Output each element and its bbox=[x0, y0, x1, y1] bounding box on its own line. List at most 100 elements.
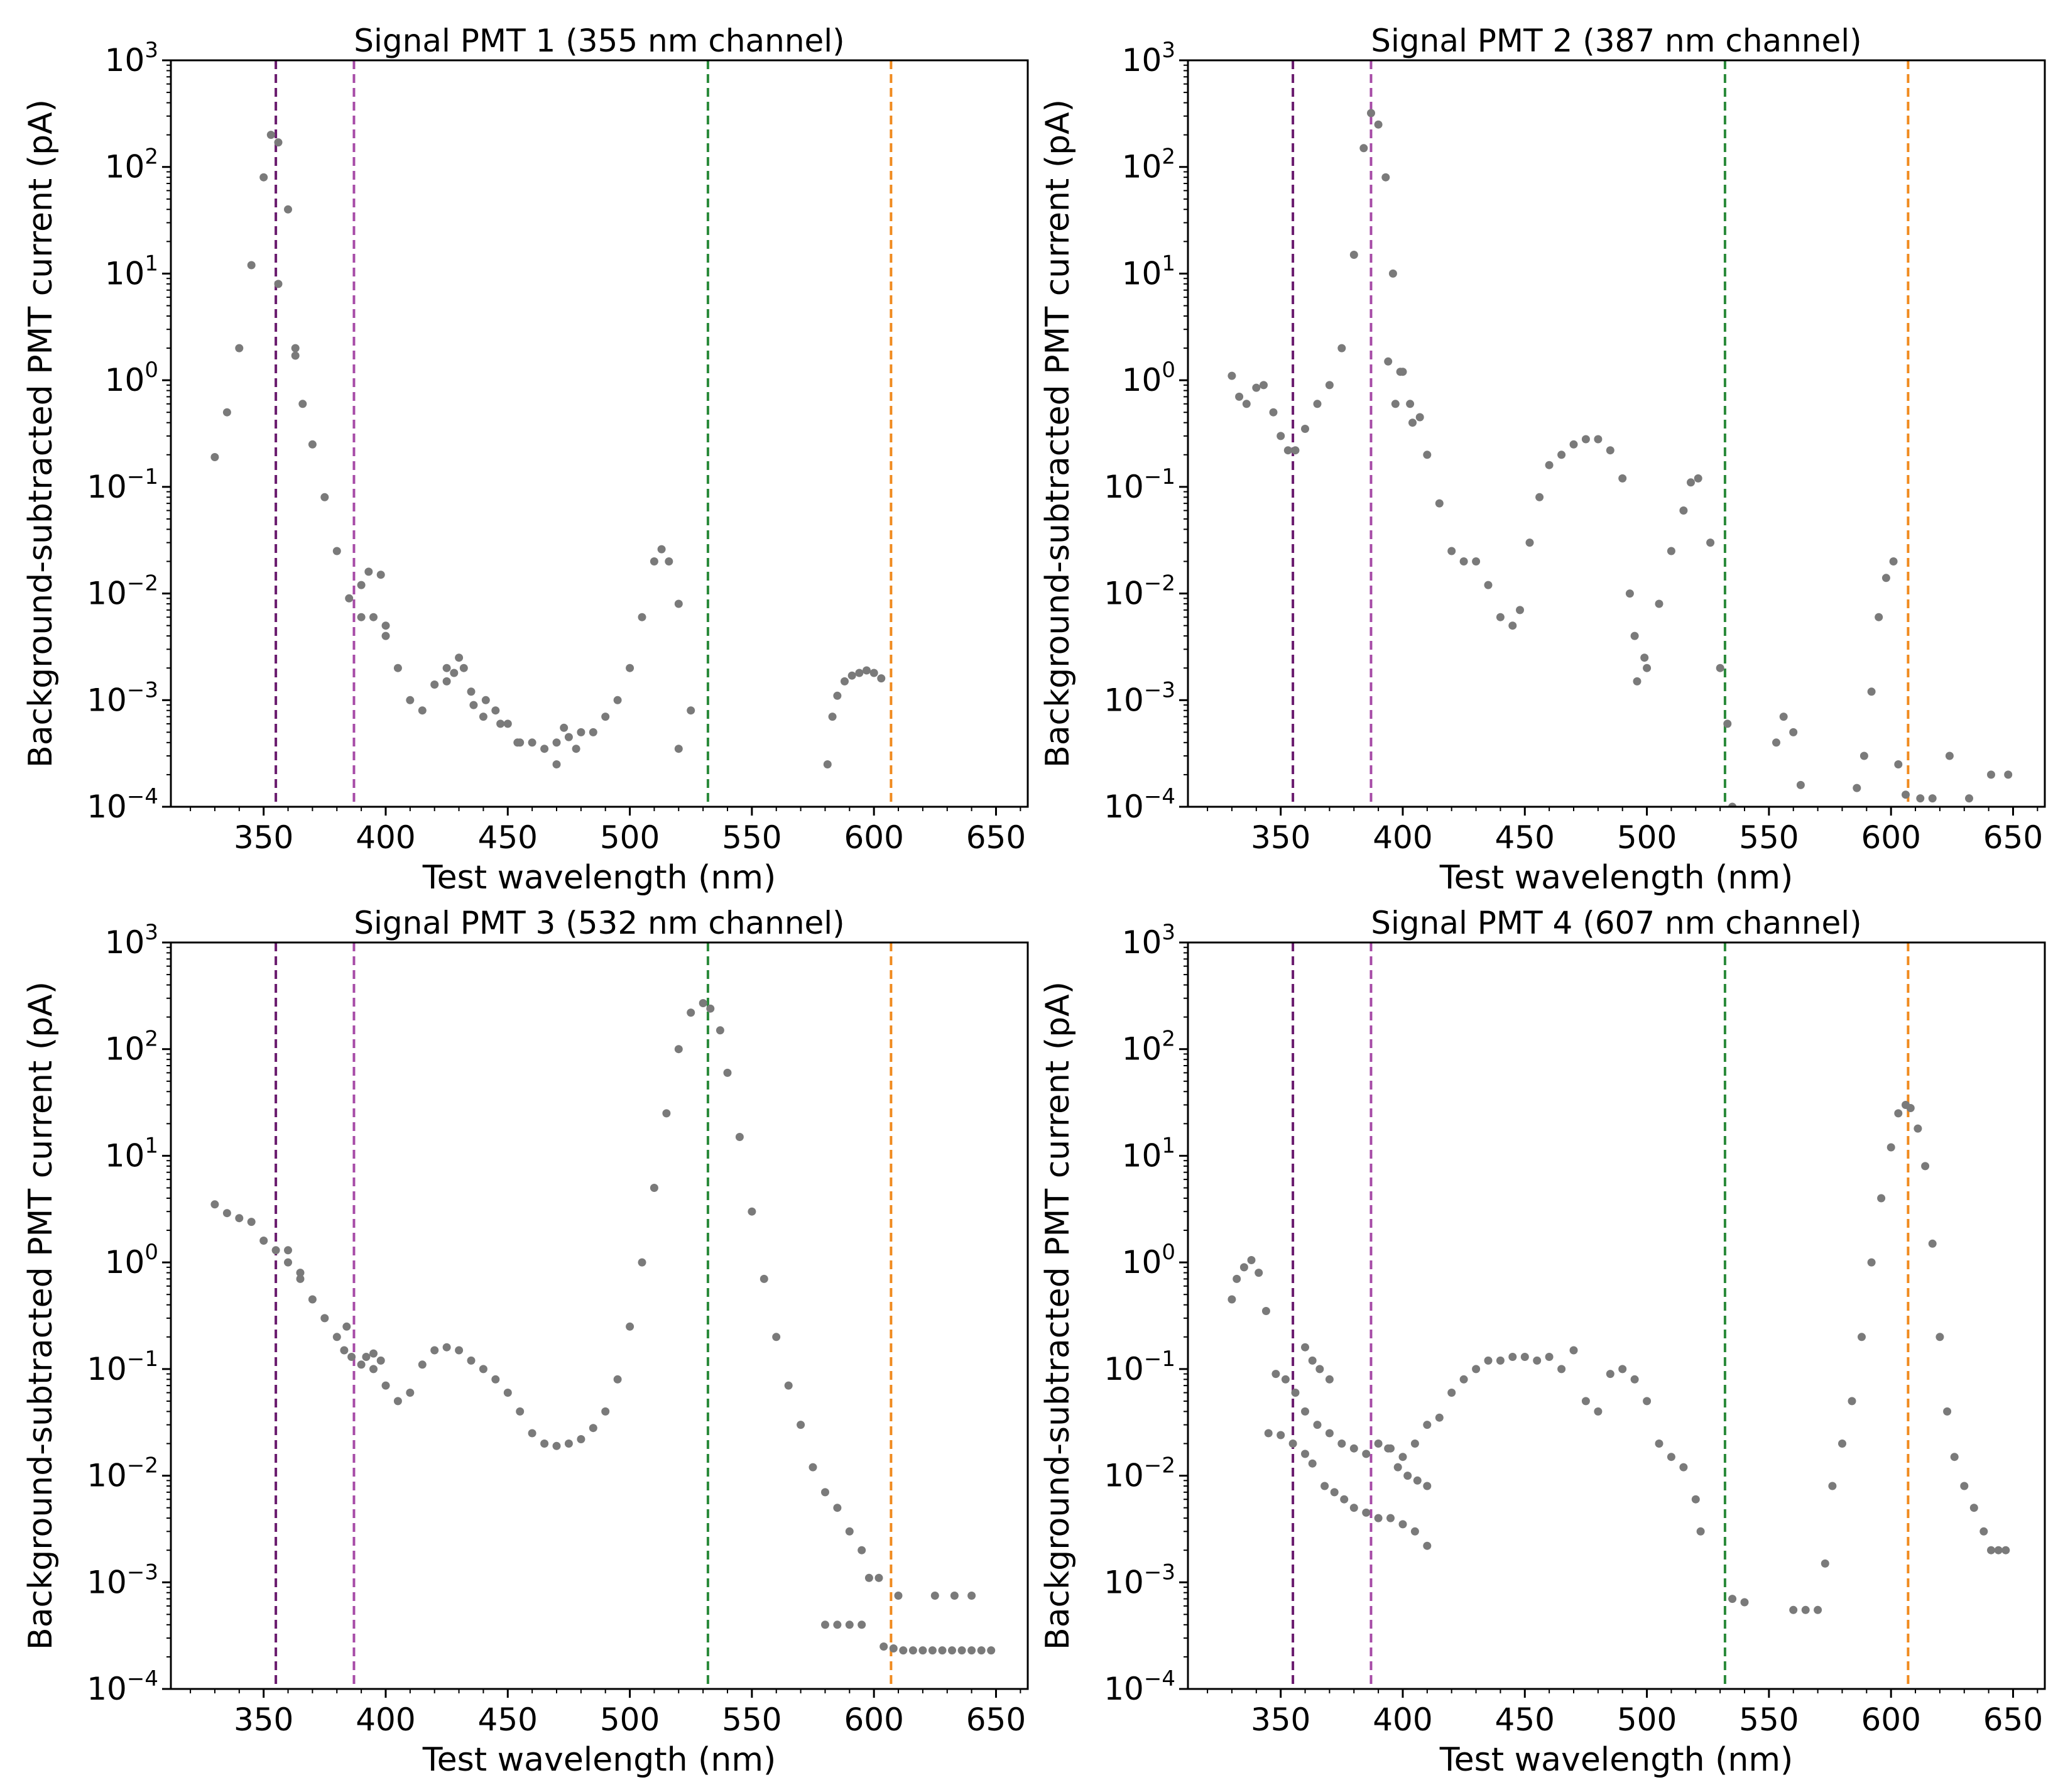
x-tick-label: 400 bbox=[1373, 819, 1432, 856]
data-point bbox=[552, 1441, 561, 1450]
x-tick-label: 600 bbox=[1861, 1702, 1920, 1738]
data-point bbox=[291, 351, 300, 360]
data-point bbox=[222, 1209, 231, 1218]
data-point bbox=[1301, 425, 1309, 433]
data-point bbox=[687, 706, 695, 715]
y-axis-label: Background-subtracted PMT current (pA) bbox=[1039, 981, 1077, 1650]
data-point bbox=[442, 664, 451, 672]
data-point bbox=[1337, 344, 1346, 352]
data-point bbox=[298, 400, 307, 408]
data-point bbox=[723, 1068, 732, 1077]
data-point bbox=[259, 173, 268, 182]
data-point bbox=[1398, 1520, 1407, 1529]
data-point bbox=[1508, 1353, 1517, 1361]
data-point bbox=[1359, 144, 1368, 153]
data-point bbox=[833, 691, 842, 700]
data-point bbox=[1853, 784, 1861, 792]
data-point bbox=[1374, 120, 1383, 129]
data-point bbox=[1594, 435, 1603, 444]
data-point bbox=[1255, 1269, 1263, 1277]
data-point bbox=[674, 599, 683, 608]
data-point bbox=[1960, 1482, 1969, 1490]
data-point bbox=[1557, 1365, 1566, 1374]
data-point bbox=[1413, 1476, 1422, 1485]
data-point bbox=[308, 440, 317, 449]
y-tick-label: 102 bbox=[105, 1027, 158, 1068]
data-point bbox=[1525, 538, 1534, 547]
data-point bbox=[1640, 653, 1649, 662]
data-point bbox=[1315, 1365, 1324, 1374]
series-lower bbox=[1264, 1429, 1432, 1550]
data-point bbox=[1349, 1504, 1358, 1512]
data-point bbox=[1643, 664, 1652, 672]
data-point bbox=[1867, 687, 1876, 696]
data-point bbox=[1728, 802, 1737, 807]
series-tail bbox=[823, 666, 886, 768]
y-tick-label: 10−1 bbox=[1104, 464, 1175, 505]
data-point bbox=[1928, 794, 1937, 803]
y-tick-label: 10−4 bbox=[1104, 784, 1175, 825]
data-point bbox=[1902, 790, 1910, 799]
data-point bbox=[1889, 557, 1898, 565]
data-point bbox=[1994, 1546, 2003, 1554]
data-point bbox=[613, 1375, 622, 1384]
data-point bbox=[560, 723, 569, 732]
y-tick-label: 100 bbox=[1122, 1240, 1175, 1281]
data-point bbox=[858, 1546, 866, 1554]
data-point bbox=[1381, 173, 1390, 182]
x-tick-label: 500 bbox=[600, 819, 660, 856]
data-point bbox=[284, 205, 292, 214]
data-point bbox=[222, 408, 231, 417]
data-point bbox=[1859, 751, 1868, 760]
data-point bbox=[540, 1440, 549, 1448]
data-point bbox=[381, 631, 390, 640]
data-point bbox=[638, 1258, 646, 1267]
data-point bbox=[1979, 1527, 1988, 1536]
data-point bbox=[274, 280, 283, 288]
data-point bbox=[1606, 446, 1614, 455]
data-point bbox=[362, 1353, 371, 1361]
data-point bbox=[1484, 1356, 1493, 1365]
y-axis-label: Background-subtracted PMT current (pA) bbox=[22, 981, 60, 1650]
axis-ticks: 350 400 450 500 550 600 650 103 102 101 100 10−1 10−… bbox=[1104, 920, 2043, 1738]
data-point bbox=[376, 1356, 385, 1365]
data-point bbox=[858, 1620, 866, 1629]
x-tick-label: 400 bbox=[1373, 1702, 1432, 1738]
data-point bbox=[381, 621, 390, 630]
data-point bbox=[479, 1365, 487, 1374]
data-point bbox=[1723, 719, 1732, 728]
data-point bbox=[589, 1424, 597, 1433]
data-point bbox=[833, 1620, 842, 1629]
axes-frame bbox=[170, 59, 1029, 808]
y-tick-label: 100 bbox=[1122, 358, 1175, 398]
data-point bbox=[564, 1440, 573, 1448]
data-point bbox=[1277, 1431, 1285, 1440]
y-tick-label: 102 bbox=[105, 145, 158, 185]
data-point bbox=[928, 1646, 937, 1655]
data-point bbox=[650, 1184, 658, 1192]
data-point bbox=[357, 1360, 366, 1369]
x-tick-label: 650 bbox=[1983, 1702, 2043, 1738]
y-tick-label: 101 bbox=[105, 251, 158, 292]
data-point bbox=[1950, 1453, 1959, 1461]
data-point bbox=[1301, 1450, 1309, 1458]
data-point bbox=[1393, 1463, 1402, 1472]
data-point bbox=[513, 738, 522, 747]
axes-frame bbox=[1187, 59, 2046, 808]
data-point bbox=[1388, 269, 1397, 278]
data-point bbox=[1325, 381, 1334, 390]
data-point bbox=[1696, 1527, 1705, 1536]
series-main bbox=[1228, 1256, 1705, 1536]
data-point bbox=[577, 1435, 585, 1443]
x-tick-label: 350 bbox=[234, 819, 293, 856]
data-point bbox=[430, 680, 439, 689]
data-point bbox=[1252, 383, 1261, 392]
y-tick-label: 102 bbox=[1122, 145, 1175, 185]
data-point bbox=[1679, 1463, 1688, 1472]
subplot-pmt3: Signal PMT 3 (532 nm channel) 350 400 450 5… bbox=[22, 905, 1029, 1779]
data-point bbox=[1288, 1440, 1297, 1448]
data-point bbox=[894, 1592, 903, 1600]
data-point bbox=[1594, 1407, 1603, 1416]
data-point bbox=[369, 1349, 378, 1358]
data-point bbox=[1423, 1421, 1432, 1429]
